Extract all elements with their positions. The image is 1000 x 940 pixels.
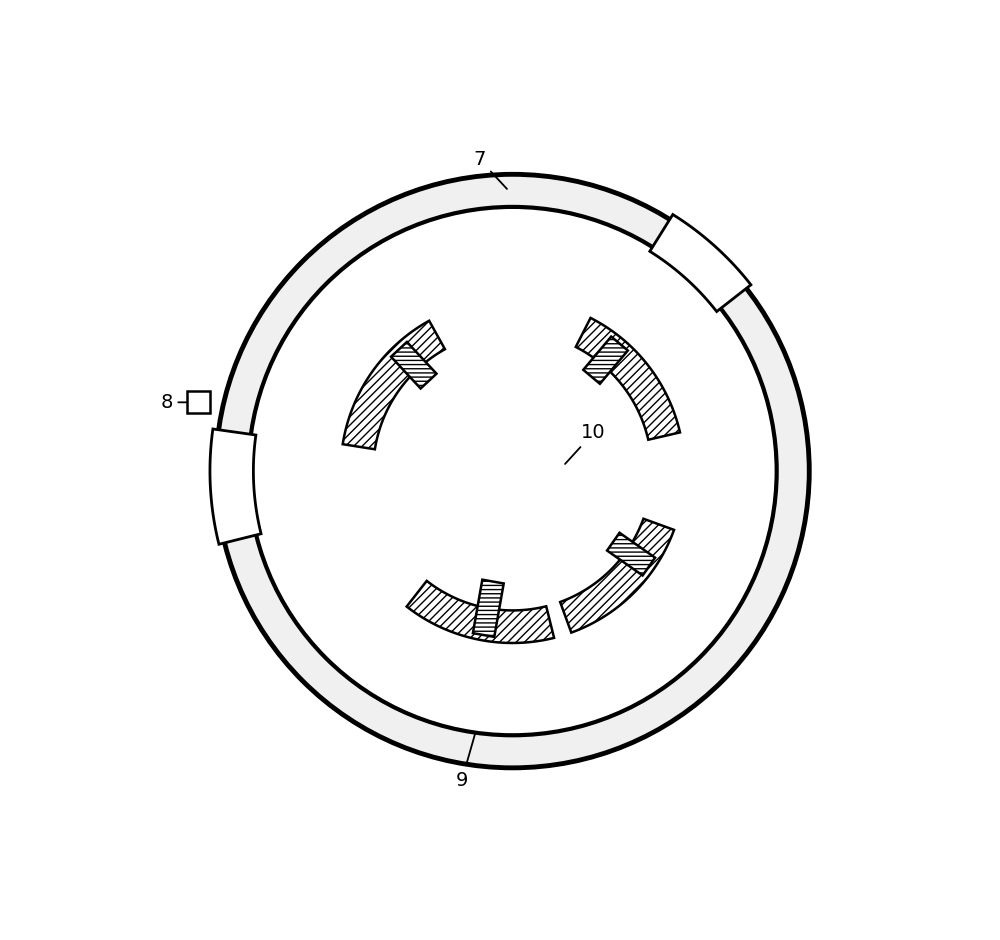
Polygon shape: [560, 519, 674, 633]
Text: 9: 9: [456, 732, 476, 790]
Polygon shape: [583, 337, 628, 384]
Text: 10: 10: [565, 423, 606, 464]
Polygon shape: [391, 342, 437, 388]
Polygon shape: [576, 318, 680, 440]
Polygon shape: [187, 391, 210, 414]
Polygon shape: [650, 214, 751, 311]
Text: 8: 8: [160, 393, 206, 412]
Polygon shape: [473, 580, 504, 637]
Polygon shape: [407, 581, 554, 643]
Polygon shape: [210, 429, 261, 544]
Polygon shape: [607, 533, 655, 575]
Circle shape: [216, 174, 809, 768]
Text: 7: 7: [474, 150, 507, 189]
Polygon shape: [343, 321, 445, 449]
Circle shape: [248, 207, 777, 735]
